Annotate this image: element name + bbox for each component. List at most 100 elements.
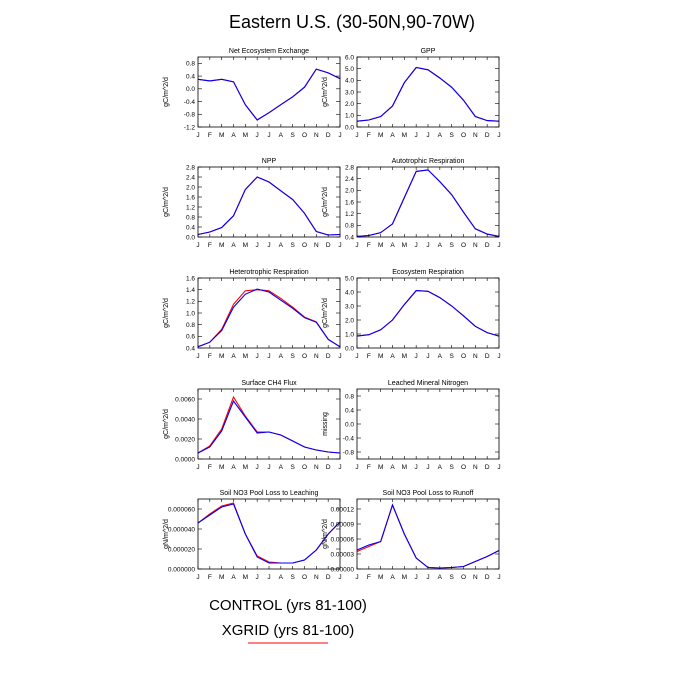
gpp-title: GPP (421, 48, 436, 55)
gpp-frame (356, 56, 500, 128)
npp-ytick-label: 0.8 (186, 214, 195, 221)
heterotrophic-respiration-xtick-label: S (290, 353, 295, 360)
soil-no3-pool-loss-to-leaching-ytick-label: 0.000020 (168, 546, 195, 553)
npp-ytick-label: 2.4 (186, 174, 195, 181)
gpp-ytick-label: 6.0 (345, 54, 354, 61)
ecosystem-respiration-series-control (356, 290, 500, 337)
ecosystem-respiration-xtick-label: F (367, 353, 371, 360)
ecosystem-respiration-xtick-label: N (473, 353, 478, 360)
npp-ytick-label: 1.2 (186, 204, 195, 211)
soil-no3-pool-loss-to-runoff-ytick-label: 0.00012 (331, 506, 355, 513)
soil-no3-pool-loss-to-leaching-series-xgrid (197, 502, 341, 564)
surface-ch4-flux-series-xgrid (197, 395, 341, 454)
soil-no3-pool-loss-to-leaching-xtick-label: M (243, 574, 248, 581)
soil-no3-pool-loss-to-leaching-title: Soil NO3 Pool Loss to Leaching (220, 490, 319, 497)
npp-ytick-label: 2.0 (186, 184, 195, 191)
soil-no3-pool-loss-to-leaching-ytick-label: 0.000060 (168, 506, 195, 513)
autotrophic-respiration-ytick-label: 0.8 (345, 223, 354, 230)
legend-label-xgrid: XGRID (yrs 81-100) (222, 622, 355, 639)
soil-no3-pool-loss-to-runoff-xtick-label: S (449, 574, 454, 581)
net-ecosystem-exchange-xtick-label: J (267, 132, 270, 139)
soil-no3-pool-loss-to-runoff-ylabel: gN/m^2/d (322, 519, 329, 549)
surface-ch4-flux-xtick-label: M (243, 464, 248, 471)
ecosystem-respiration-xtick-label: J (355, 353, 358, 360)
ecosystem-respiration-ytick-label: 4.0 (345, 289, 354, 296)
leached-mineral-nitrogen-frame (356, 388, 500, 460)
net-ecosystem-exchange-xtick-label: J (256, 132, 259, 139)
soil-no3-pool-loss-to-leaching-xtick-label: J (338, 574, 341, 581)
gpp-ytick-label: 4.0 (345, 78, 354, 85)
leached-mineral-nitrogen-xtick-label: M (402, 464, 407, 471)
surface-ch4-flux-xtick-label: A (231, 464, 236, 471)
net-ecosystem-exchange-ytick-label: -0.4 (184, 99, 196, 106)
surface-ch4-flux-xtick-label: A (279, 464, 284, 471)
ecosystem-respiration-xtick-label: D (485, 353, 490, 360)
npp-xtick-label: S (290, 242, 295, 249)
soil-no3-pool-loss-to-leaching-xtick-label: J (256, 574, 259, 581)
npp-ylabel: gC/m^2/d (163, 187, 170, 217)
surface-ch4-flux-xtick-label: J (338, 464, 341, 471)
soil-no3-pool-loss-to-runoff-xtick-label: O (461, 574, 466, 581)
ecosystem-respiration-ytick-label: 2.0 (345, 317, 354, 324)
soil-no3-pool-loss-to-leaching-xtick-label: J (196, 574, 199, 581)
surface-ch4-flux-ytick-label: 0.0040 (175, 416, 195, 423)
panel-soil-no3-pool-loss-to-leaching: Soil NO3 Pool Loss to Leaching gN/m^2/d J F… (163, 490, 342, 581)
soil-no3-pool-loss-to-leaching-xtick-label: O (302, 574, 307, 581)
heterotrophic-respiration-xtick-label: J (256, 353, 259, 360)
soil-no3-pool-loss-to-leaching-xtick-label: A (231, 574, 236, 581)
gpp-ytick-label: 5.0 (345, 66, 354, 73)
net-ecosystem-exchange-xtick-label: M (243, 132, 248, 139)
surface-ch4-flux-xtick-label: S (290, 464, 295, 471)
autotrophic-respiration-ylabel: gC/m^2/d (322, 187, 329, 217)
autotrophic-respiration-xtick-label: J (415, 242, 418, 249)
autotrophic-respiration-series-control (356, 169, 500, 237)
npp-xtick-label: F (208, 242, 212, 249)
soil-no3-pool-loss-to-runoff-xtick-label: M (378, 574, 383, 581)
gpp-xtick-label: A (438, 132, 443, 139)
net-ecosystem-exchange-ytick-label: -1.2 (184, 124, 196, 131)
gpp-series-xgrid (356, 66, 500, 122)
npp-xtick-label: A (231, 242, 236, 249)
npp-xtick-label: O (302, 242, 307, 249)
autotrophic-respiration-frame (356, 166, 500, 238)
net-ecosystem-exchange-xtick-label: A (231, 132, 236, 139)
heterotrophic-respiration-xtick-label: N (314, 353, 319, 360)
leached-mineral-nitrogen-xtick-label: A (438, 464, 443, 471)
soil-no3-pool-loss-to-runoff-ytick-label: 0.00006 (331, 536, 355, 543)
gpp-xtick-label: F (367, 132, 371, 139)
soil-no3-pool-loss-to-runoff-series-xgrid (356, 503, 500, 569)
heterotrophic-respiration-title: Heterotrophic Respiration (229, 269, 308, 276)
gpp-xtick-label: S (449, 132, 454, 139)
heterotrophic-respiration-xtick-label: F (208, 353, 212, 360)
leached-mineral-nitrogen-ytick-label: -0.8 (343, 449, 355, 456)
ecosystem-respiration-ytick-label: 0.0 (345, 345, 354, 352)
soil-no3-pool-loss-to-runoff-series-control (356, 503, 500, 569)
leached-mineral-nitrogen-xtick-label: J (426, 464, 429, 471)
surface-ch4-flux-xtick-label: J (256, 464, 259, 471)
heterotrophic-respiration-series-xgrid (197, 289, 341, 348)
net-ecosystem-exchange-xtick-label: J (196, 132, 199, 139)
net-ecosystem-exchange-series-control (197, 68, 341, 121)
figure-title: Eastern U.S. (30-50N,90-70W) (229, 12, 475, 32)
net-ecosystem-exchange-xtick-label: A (279, 132, 284, 139)
surface-ch4-flux-frame (197, 388, 341, 460)
ecosystem-respiration-xtick-label: O (461, 353, 466, 360)
ecosystem-respiration-ytick-label: 3.0 (345, 303, 354, 310)
autotrophic-respiration-ytick-label: 1.2 (345, 211, 354, 218)
autotrophic-respiration-ytick-label: 2.0 (345, 188, 354, 195)
autotrophic-respiration-ytick-label: 2.8 (345, 164, 354, 171)
npp-xtick-label: M (219, 242, 224, 249)
ecosystem-respiration-ytick-label: 1.0 (345, 331, 354, 338)
gpp-xtick-label: J (497, 132, 500, 139)
net-ecosystem-exchange-ytick-label: 0.4 (186, 73, 195, 80)
autotrophic-respiration-xtick-label: A (390, 242, 395, 249)
leached-mineral-nitrogen-xtick-label: J (355, 464, 358, 471)
surface-ch4-flux-ytick-label: 0.0060 (175, 396, 195, 403)
gpp-xtick-label: O (461, 132, 466, 139)
autotrophic-respiration-ytick-label: 0.4 (345, 234, 354, 241)
legend: CONTROL (yrs 81-100) XGRID (yrs 81-100) (209, 597, 367, 644)
